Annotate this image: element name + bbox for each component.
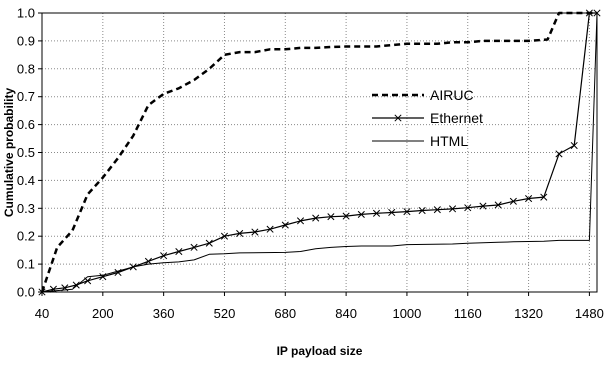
x-axis-ticks: 40 200 360 520 680 840 1000 1160 1320 1480 — [35, 292, 604, 321]
data-point-ethernet — [220, 232, 229, 240]
x-tick-label: 200 — [92, 306, 114, 321]
x-axis-title: IP payload size — [277, 344, 363, 358]
series-line-html — [41, 12, 598, 293]
y-tick-label: 0.6 — [17, 117, 35, 132]
data-point-ethernet — [327, 213, 335, 221]
y-axis-ticks: 0.0 0.1 0.2 0.3 0.4 0.5 0.6 0.7 0.8 0.9 1.0 — [17, 6, 42, 300]
y-tick-label: 0.7 — [17, 89, 35, 104]
x-tick-label: 680 — [274, 306, 296, 321]
data-point-ethernet — [525, 194, 533, 203]
data-point-ethernet — [403, 208, 411, 216]
y-tick-label: 0.0 — [17, 285, 35, 300]
legend-label-html: HTML — [430, 133, 468, 149]
legend-label-airuc: AIRUC — [430, 87, 474, 103]
data-point-ethernet — [72, 281, 80, 289]
x-tick-label: 1000 — [392, 306, 421, 321]
legend-marker-ethernet — [394, 114, 402, 122]
data-point-ethernet — [448, 205, 457, 213]
y-tick-label: 0.3 — [17, 201, 35, 216]
y-tick-label: 0.5 — [17, 145, 35, 160]
data-point-ethernet — [388, 208, 396, 217]
data-point-ethernet — [281, 221, 289, 229]
y-tick-label: 1.0 — [17, 6, 35, 21]
data-point-ethernet — [494, 201, 502, 209]
data-point-ethernet — [585, 9, 593, 17]
x-tick-label: 1320 — [514, 306, 543, 321]
data-point-ethernet — [190, 243, 198, 251]
y-tick-label: 0.9 — [17, 33, 35, 48]
x-tick-label: 40 — [35, 306, 49, 321]
data-point-ethernet — [160, 252, 168, 260]
y-tick-label: 0.8 — [17, 61, 35, 76]
data-point-ethernet — [433, 206, 441, 214]
y-tick-label: 0.1 — [17, 257, 35, 272]
data-point-ethernet — [296, 217, 305, 225]
legend: AIRUC Ethernet HTML — [372, 87, 483, 149]
x-tick-label: 520 — [214, 306, 236, 321]
x-tick-label: 1480 — [575, 306, 604, 321]
data-point-ethernet — [555, 150, 563, 158]
data-point-ethernet — [464, 204, 472, 212]
data-point-ethernet — [342, 212, 350, 220]
data-point-ethernet — [418, 206, 426, 215]
data-point-ethernet — [540, 193, 548, 201]
data-point-ethernet — [509, 197, 517, 205]
data-point-ethernet — [372, 209, 381, 217]
data-point-ethernet — [266, 225, 274, 233]
x-tick-label: 360 — [153, 306, 175, 321]
data-point-ethernet — [251, 228, 259, 236]
data-point-ethernet — [175, 247, 183, 256]
data-point-ethernet — [312, 214, 320, 222]
legend-label-ethernet: Ethernet — [430, 110, 483, 126]
data-point-ethernet — [205, 239, 213, 247]
data-point-ethernet — [357, 210, 365, 218]
y-tick-label: 0.4 — [17, 173, 35, 188]
grid-lines — [41, 12, 597, 293]
data-point-ethernet — [236, 229, 244, 237]
data-point-ethernet — [570, 141, 578, 150]
x-tick-label: 840 — [335, 306, 357, 321]
x-tick-label: 1160 — [454, 306, 482, 321]
data-point-ethernet — [479, 202, 487, 210]
series-lines — [38, 9, 601, 296]
y-axis-title: Cumulative probability — [2, 88, 16, 218]
y-tick-label: 0.2 — [17, 229, 35, 244]
